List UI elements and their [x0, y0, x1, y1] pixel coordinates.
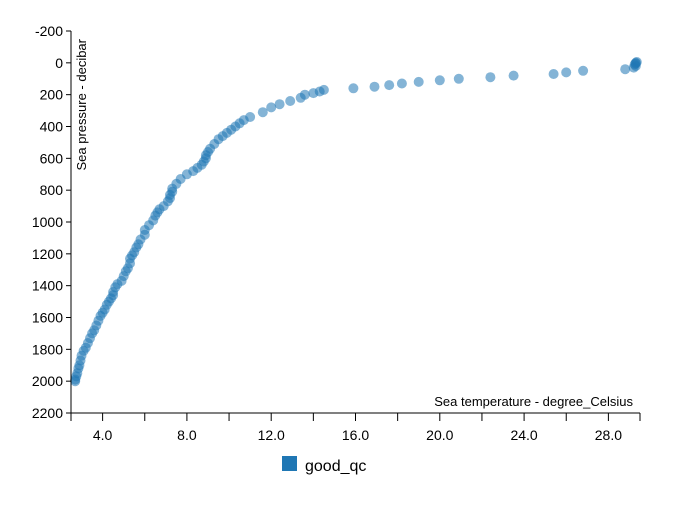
x-tick-label: 16.0: [342, 427, 369, 443]
data-point: [434, 75, 445, 86]
data-point: [257, 107, 268, 118]
x-tick-label: 4.0: [93, 427, 113, 443]
data-point: [413, 76, 424, 87]
y-tick-label: 400: [40, 119, 64, 135]
data-point: [384, 80, 395, 91]
y-tick-label: 200: [40, 87, 64, 103]
y-tick-label: 2200: [32, 405, 63, 421]
x-tick-label: 20.0: [426, 427, 453, 443]
y-axis-title: Sea pressure - decibar: [74, 38, 89, 170]
x-tick-label: 12.0: [258, 427, 285, 443]
data-point: [285, 96, 296, 106]
data-point: [453, 73, 464, 84]
x-tick-label: 28.0: [595, 427, 622, 443]
data-point: [295, 92, 306, 103]
data-point: [369, 81, 380, 92]
x-tick-label: 24.0: [510, 427, 537, 443]
y-tick-label: 1600: [32, 310, 63, 326]
y-tick-label: 1200: [32, 246, 63, 262]
data-point: [620, 64, 631, 75]
y-axis: -200 0 200 400 600 800 1000 1200 1400 1600 1800 200…: [32, 23, 72, 421]
y-tick-label: 600: [40, 150, 64, 166]
data-points: [70, 57, 642, 387]
data-point: [485, 72, 496, 83]
y-tick-label: 1400: [32, 278, 63, 294]
x-axis-title: Sea temperature - degree_Celsius: [434, 394, 633, 409]
data-point: [70, 376, 81, 387]
data-point: [548, 69, 559, 79]
legend: good_qc: [282, 456, 366, 475]
legend-swatch-good-qc: [282, 456, 297, 471]
data-point: [266, 102, 277, 113]
y-tick-label: 1800: [32, 341, 63, 357]
data-point: [348, 83, 359, 94]
legend-label-good-qc: good_qc: [305, 458, 366, 475]
data-point: [396, 78, 407, 89]
x-axis: 4.0 8.0 12.0 16.0 20.0 24.0 28.0: [70, 412, 641, 443]
data-point: [308, 88, 319, 99]
data-point: [274, 99, 285, 110]
y-tick-label: 1000: [32, 214, 63, 230]
x-tick-label: 8.0: [177, 427, 197, 443]
y-tick-label: -200: [35, 23, 63, 39]
data-point: [578, 65, 589, 76]
y-tick-label: 0: [55, 55, 63, 71]
y-tick-label: 2000: [32, 373, 63, 389]
data-point: [628, 62, 639, 73]
data-point: [508, 70, 519, 81]
y-tick-label: 800: [40, 182, 64, 198]
data-point: [561, 67, 572, 78]
